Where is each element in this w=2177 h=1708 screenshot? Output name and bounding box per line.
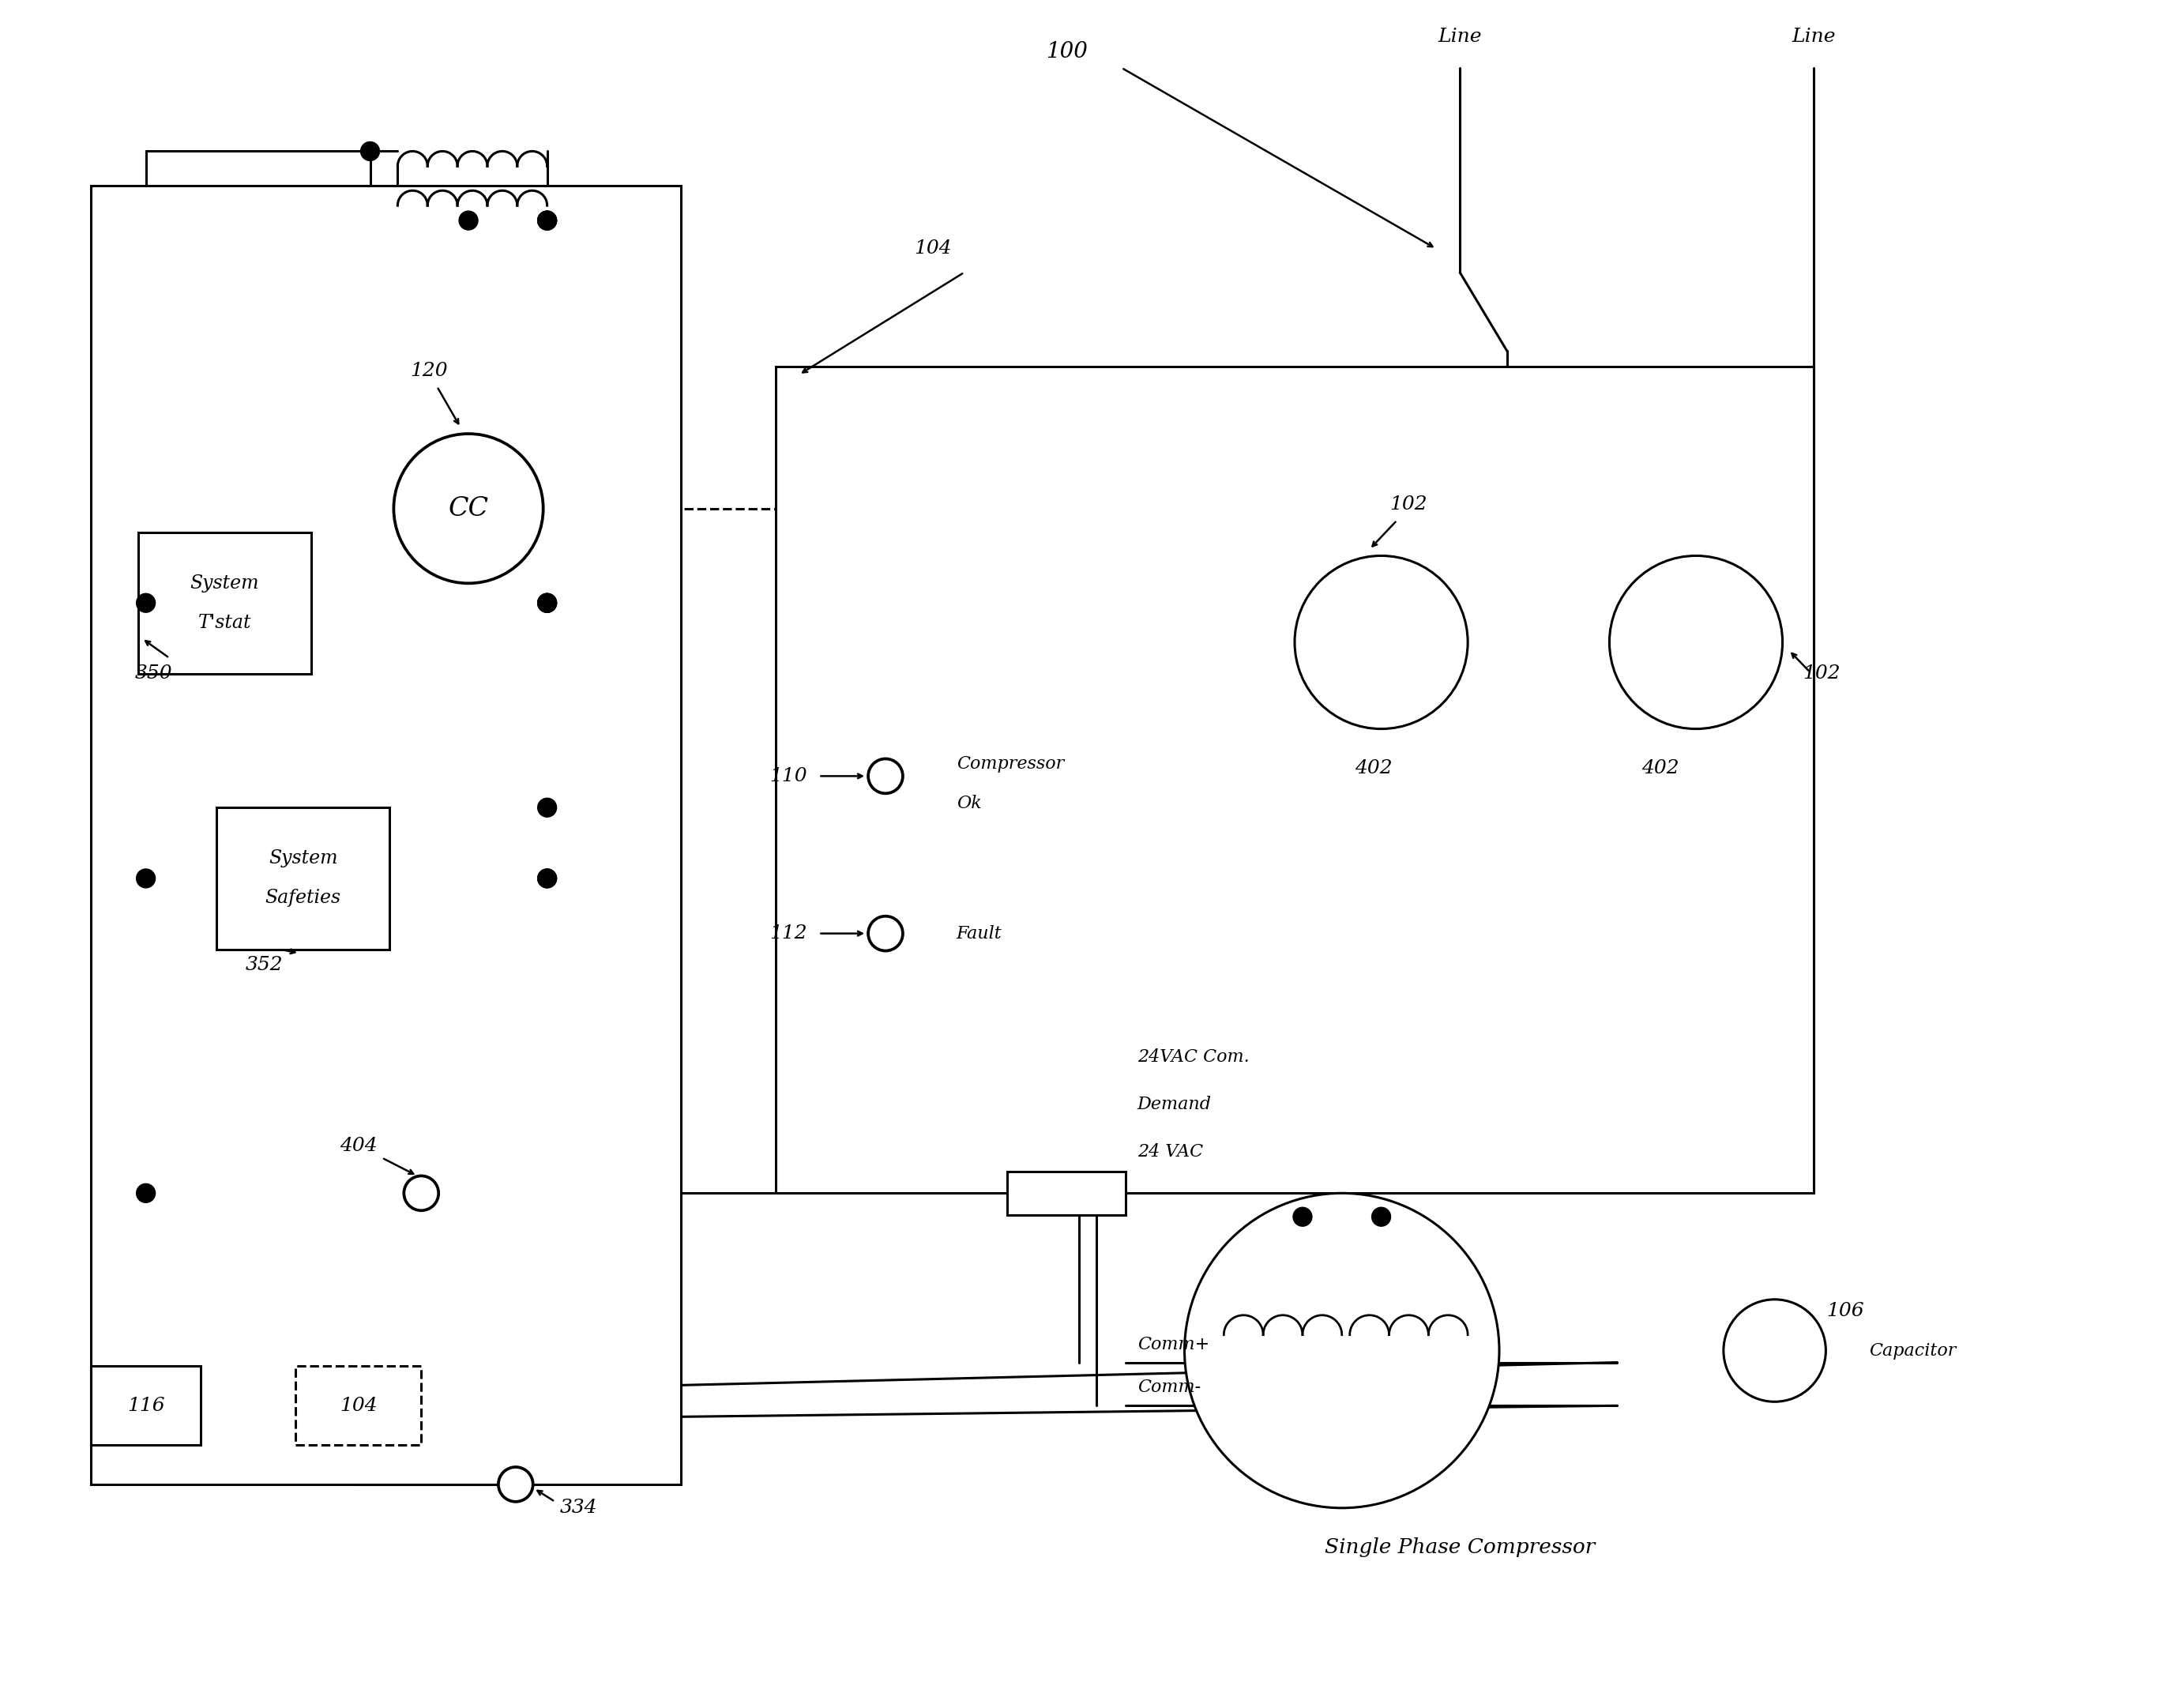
Text: Single Phase Compressor: Single Phase Compressor (1324, 1537, 1596, 1558)
Text: System: System (189, 574, 259, 593)
FancyBboxPatch shape (91, 186, 681, 1484)
Text: Capacitor: Capacitor (1870, 1342, 1957, 1360)
Text: 112: 112 (768, 924, 808, 943)
FancyBboxPatch shape (1674, 639, 1718, 661)
Text: Comm-: Comm- (1136, 1378, 1200, 1395)
Text: CC: CC (448, 495, 488, 521)
Circle shape (137, 593, 155, 613)
Circle shape (538, 212, 557, 231)
Text: 350: 350 (135, 664, 172, 683)
Circle shape (1372, 1208, 1391, 1226)
Circle shape (538, 593, 557, 613)
Circle shape (137, 869, 155, 888)
Circle shape (459, 212, 479, 231)
Text: 116: 116 (126, 1397, 165, 1414)
Text: 402: 402 (1354, 758, 1391, 777)
Circle shape (137, 1184, 155, 1202)
Text: 402: 402 (1641, 758, 1678, 777)
Circle shape (1184, 1194, 1500, 1508)
Text: System: System (268, 849, 337, 868)
Text: 334: 334 (559, 1500, 596, 1517)
Circle shape (869, 758, 903, 794)
Circle shape (538, 593, 557, 613)
Circle shape (361, 142, 379, 161)
Circle shape (499, 1467, 533, 1501)
Text: 104: 104 (340, 1397, 377, 1414)
Text: Line: Line (1439, 27, 1483, 46)
Circle shape (538, 798, 557, 816)
Circle shape (394, 434, 544, 584)
Text: 106: 106 (1827, 1301, 1864, 1320)
Text: 102: 102 (1803, 664, 1842, 683)
Circle shape (1293, 1208, 1313, 1226)
Text: 24VAC Com.: 24VAC Com. (1136, 1049, 1250, 1066)
Circle shape (538, 869, 557, 888)
Text: 24 VAC: 24 VAC (1136, 1143, 1204, 1160)
Text: 352: 352 (246, 956, 283, 974)
Text: 102: 102 (1389, 495, 1428, 514)
FancyBboxPatch shape (137, 533, 311, 673)
Text: Ok: Ok (956, 794, 982, 813)
Text: 100: 100 (1045, 41, 1086, 63)
Text: 110: 110 (768, 767, 808, 786)
Text: 120: 120 (409, 362, 448, 379)
Text: Compressor: Compressor (956, 755, 1065, 774)
Circle shape (405, 1175, 438, 1211)
Text: 104: 104 (914, 239, 951, 258)
Circle shape (538, 593, 557, 613)
Circle shape (538, 212, 557, 231)
Circle shape (538, 212, 557, 231)
Text: T'stat: T'stat (198, 613, 250, 632)
Circle shape (538, 869, 557, 888)
Circle shape (1295, 555, 1467, 729)
FancyBboxPatch shape (296, 1366, 420, 1445)
Text: Fault: Fault (956, 924, 1001, 943)
FancyBboxPatch shape (1008, 1172, 1126, 1214)
FancyBboxPatch shape (775, 367, 1813, 1194)
Text: Demand: Demand (1136, 1095, 1213, 1114)
Circle shape (869, 915, 903, 951)
Text: 404: 404 (340, 1138, 377, 1155)
Text: Line: Line (1792, 27, 1835, 46)
Circle shape (1609, 555, 1783, 729)
Text: Safeties: Safeties (266, 888, 342, 907)
FancyBboxPatch shape (91, 1366, 200, 1445)
FancyBboxPatch shape (218, 808, 390, 950)
Circle shape (1724, 1300, 1827, 1402)
FancyBboxPatch shape (1361, 639, 1402, 661)
Text: Comm+: Comm+ (1136, 1336, 1210, 1353)
